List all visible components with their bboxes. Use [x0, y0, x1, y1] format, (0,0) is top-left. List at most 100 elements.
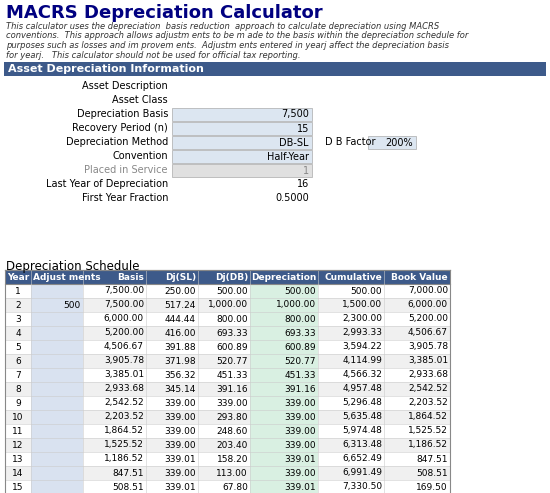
Text: 5,296.48: 5,296.48	[342, 398, 382, 408]
Text: Book Value: Book Value	[392, 273, 448, 282]
Text: Adjust ments: Adjust ments	[33, 273, 101, 282]
Text: 2,203.52: 2,203.52	[408, 398, 448, 408]
Text: 6,652.49: 6,652.49	[342, 455, 382, 463]
FancyBboxPatch shape	[5, 270, 450, 284]
Text: 203.40: 203.40	[217, 441, 248, 450]
Text: 339.00: 339.00	[284, 426, 316, 435]
Text: 2,933.68: 2,933.68	[408, 371, 448, 380]
Text: 6,991.49: 6,991.49	[342, 468, 382, 478]
Text: 517.24: 517.24	[164, 301, 196, 310]
Text: 14: 14	[12, 468, 24, 478]
Text: 391.88: 391.88	[164, 343, 196, 352]
Text: 7,500.00: 7,500.00	[104, 286, 144, 295]
FancyBboxPatch shape	[5, 438, 450, 452]
Text: 500.00: 500.00	[216, 286, 248, 295]
FancyBboxPatch shape	[250, 424, 318, 438]
Text: 416.00: 416.00	[164, 328, 196, 338]
FancyBboxPatch shape	[5, 466, 450, 480]
Text: 339.01: 339.01	[164, 483, 196, 492]
Text: 1,000.00: 1,000.00	[208, 301, 248, 310]
FancyBboxPatch shape	[250, 466, 318, 480]
Text: 7: 7	[15, 371, 21, 380]
Text: 5,200.00: 5,200.00	[104, 328, 144, 338]
Text: 4,506.67: 4,506.67	[408, 328, 448, 338]
Text: Depreciation Schedule: Depreciation Schedule	[6, 260, 140, 273]
FancyBboxPatch shape	[172, 108, 312, 121]
Text: 2,542.52: 2,542.52	[408, 385, 448, 393]
FancyBboxPatch shape	[5, 354, 450, 368]
FancyBboxPatch shape	[31, 396, 83, 410]
Text: 4,566.32: 4,566.32	[342, 371, 382, 380]
Text: 451.33: 451.33	[284, 371, 316, 380]
Text: 693.33: 693.33	[216, 328, 248, 338]
Text: 1,186.52: 1,186.52	[104, 455, 144, 463]
FancyBboxPatch shape	[5, 368, 450, 382]
Text: 600.89: 600.89	[216, 343, 248, 352]
Text: 1,864.52: 1,864.52	[104, 426, 144, 435]
Text: 15: 15	[12, 483, 24, 492]
FancyBboxPatch shape	[5, 452, 450, 466]
Text: Asset Depreciation Information: Asset Depreciation Information	[8, 64, 204, 74]
Text: 451.33: 451.33	[217, 371, 248, 380]
Text: 250.00: 250.00	[164, 286, 196, 295]
FancyBboxPatch shape	[31, 480, 83, 493]
Text: 339.01: 339.01	[284, 455, 316, 463]
Text: 2,933.68: 2,933.68	[104, 385, 144, 393]
Text: 6: 6	[15, 356, 21, 365]
Text: 693.33: 693.33	[284, 328, 316, 338]
Text: Depreciation Method: Depreciation Method	[66, 137, 168, 147]
Text: 4,114.99: 4,114.99	[342, 356, 382, 365]
FancyBboxPatch shape	[250, 480, 318, 493]
Text: conventions.  This approach allows adjustm ents to be m ade to the basis within : conventions. This approach allows adjust…	[6, 32, 469, 40]
Text: DB-SL: DB-SL	[279, 138, 309, 147]
Text: 9: 9	[15, 398, 21, 408]
Text: D B Factor: D B Factor	[325, 137, 376, 147]
Text: purposes such as losses and im provem ents.  Adjustm ents entered in yearj affec: purposes such as losses and im provem en…	[6, 41, 449, 50]
FancyBboxPatch shape	[31, 312, 83, 326]
Text: 2,542.52: 2,542.52	[104, 398, 144, 408]
Text: 800.00: 800.00	[216, 315, 248, 323]
Text: 508.51: 508.51	[112, 483, 144, 492]
Text: 339.00: 339.00	[216, 398, 248, 408]
Text: 0.5000: 0.5000	[275, 193, 309, 203]
Text: 1,186.52: 1,186.52	[408, 441, 448, 450]
FancyBboxPatch shape	[250, 410, 318, 424]
Text: 339.01: 339.01	[284, 483, 316, 492]
FancyBboxPatch shape	[31, 368, 83, 382]
Text: 520.77: 520.77	[217, 356, 248, 365]
Text: 520.77: 520.77	[284, 356, 316, 365]
Text: 158.20: 158.20	[217, 455, 248, 463]
FancyBboxPatch shape	[5, 382, 450, 396]
Text: Dj(SL): Dj(SL)	[165, 273, 196, 282]
FancyBboxPatch shape	[31, 354, 83, 368]
FancyBboxPatch shape	[31, 340, 83, 354]
Text: 3,594.22: 3,594.22	[342, 343, 382, 352]
Text: Placed in Service: Placed in Service	[85, 165, 168, 175]
FancyBboxPatch shape	[5, 284, 450, 298]
Text: 15: 15	[296, 124, 309, 134]
Text: 800.00: 800.00	[284, 315, 316, 323]
Text: 4,957.48: 4,957.48	[342, 385, 382, 393]
Text: 5,974.48: 5,974.48	[342, 426, 382, 435]
Text: First Year Fraction: First Year Fraction	[81, 193, 168, 203]
Text: 11: 11	[12, 426, 24, 435]
Text: 1,525.52: 1,525.52	[408, 426, 448, 435]
FancyBboxPatch shape	[250, 438, 318, 452]
Text: 12: 12	[12, 441, 24, 450]
FancyBboxPatch shape	[368, 136, 416, 149]
Text: 371.98: 371.98	[164, 356, 196, 365]
Text: 2,993.33: 2,993.33	[342, 328, 382, 338]
FancyBboxPatch shape	[172, 122, 312, 135]
Text: Recovery Period (n): Recovery Period (n)	[72, 123, 168, 133]
Text: 6,313.48: 6,313.48	[342, 441, 382, 450]
FancyBboxPatch shape	[31, 438, 83, 452]
Text: 3: 3	[15, 315, 21, 323]
FancyBboxPatch shape	[5, 480, 450, 493]
Text: 345.14: 345.14	[164, 385, 196, 393]
Text: Convention: Convention	[112, 151, 168, 161]
Text: 1,864.52: 1,864.52	[408, 413, 448, 422]
Text: Dj(DB): Dj(DB)	[214, 273, 248, 282]
Text: 391.16: 391.16	[216, 385, 248, 393]
FancyBboxPatch shape	[250, 326, 318, 340]
Text: 500.00: 500.00	[284, 286, 316, 295]
